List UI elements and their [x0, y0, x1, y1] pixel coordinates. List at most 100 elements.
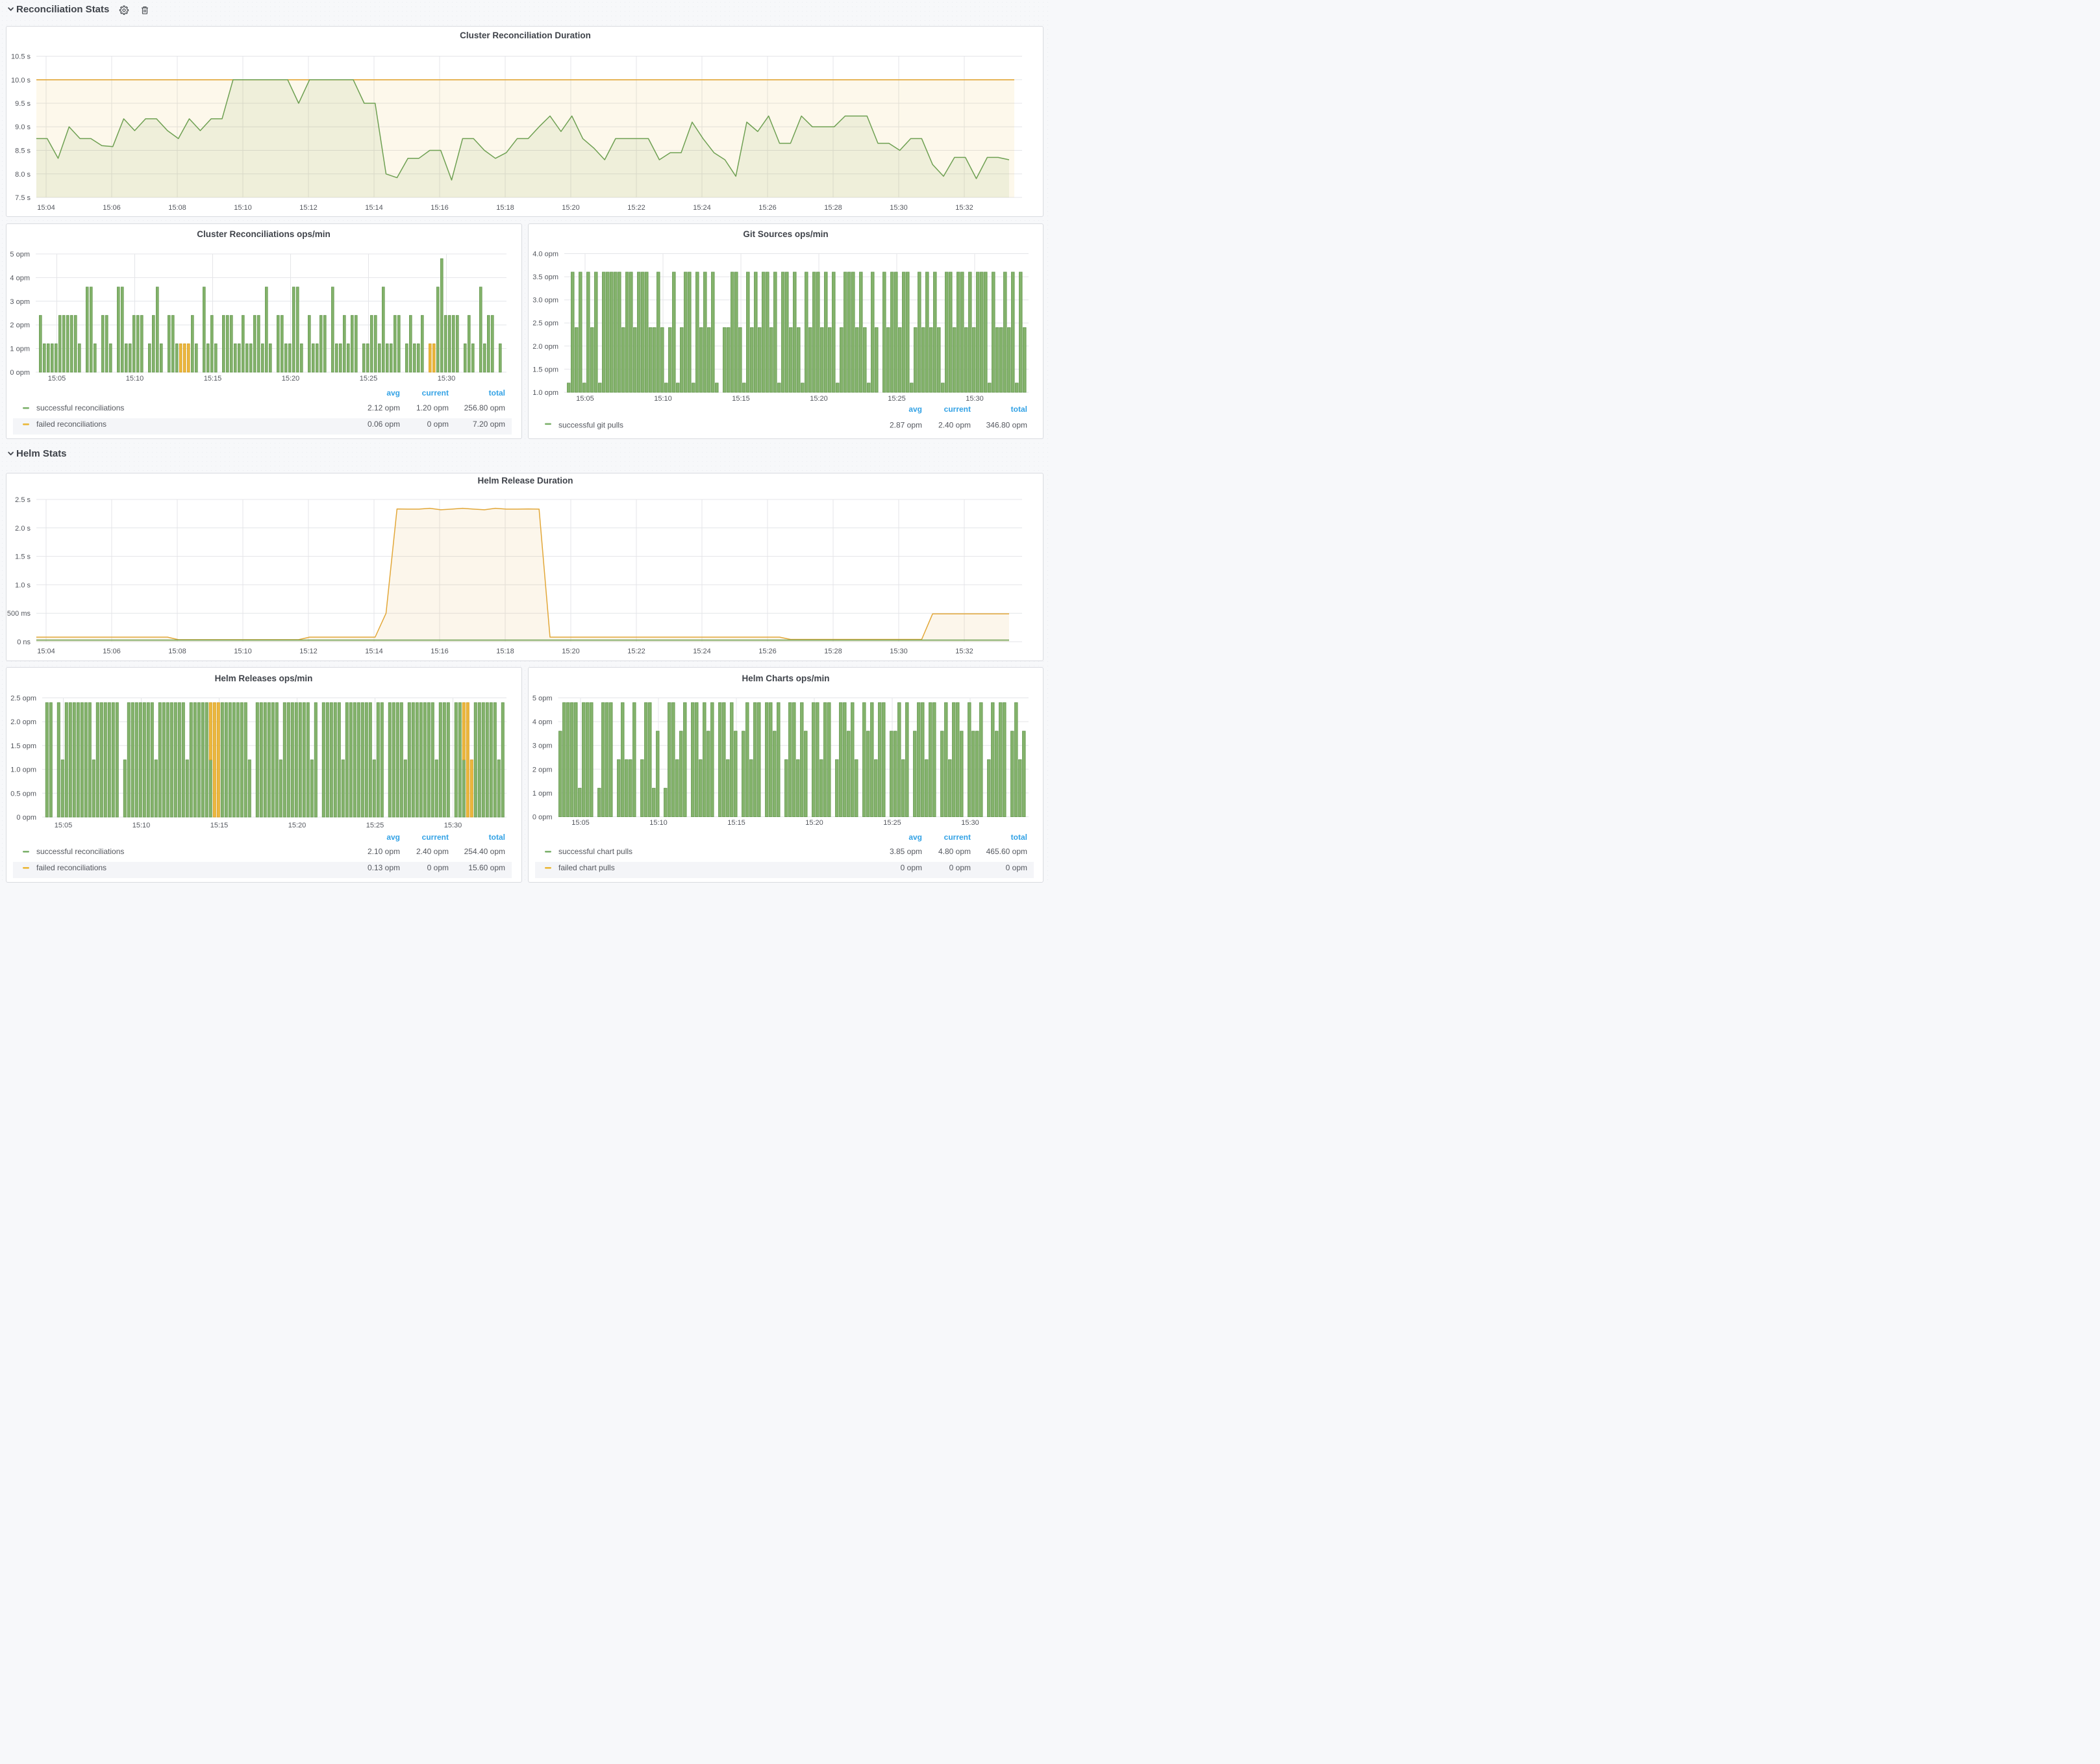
svg-text:0 opm: 0 opm: [16, 814, 36, 822]
svg-text:15:20: 15:20: [562, 204, 580, 212]
svg-text:15:06: 15:06: [103, 204, 121, 212]
svg-text:Cluster Reconciliation Duratio: Cluster Reconciliation Duration: [460, 31, 591, 40]
svg-text:Cluster Reconciliations ops/mi: Cluster Reconciliations ops/min: [197, 229, 331, 239]
svg-text:2.5 s: 2.5 s: [15, 496, 31, 504]
svg-text:total: total: [1011, 405, 1027, 414]
svg-text:9.5 s: 9.5 s: [15, 100, 31, 108]
svg-text:4.80 opm: 4.80 opm: [938, 847, 971, 856]
svg-text:2.87 opm: 2.87 opm: [890, 420, 922, 429]
svg-text:15:08: 15:08: [168, 204, 186, 212]
svg-text:9.0 s: 9.0 s: [15, 123, 31, 131]
svg-text:Helm Charts ops/min: Helm Charts ops/min: [742, 674, 829, 683]
svg-text:15:20: 15:20: [810, 395, 828, 403]
svg-text:2.12 opm: 2.12 opm: [368, 403, 400, 412]
svg-text:7.5 s: 7.5 s: [15, 194, 31, 202]
svg-text:8.0 s: 8.0 s: [15, 170, 31, 178]
svg-text:15:24: 15:24: [693, 204, 711, 212]
svg-text:2.40 opm: 2.40 opm: [416, 847, 449, 856]
svg-text:8.5 s: 8.5 s: [15, 147, 31, 155]
svg-text:15:28: 15:28: [824, 648, 842, 655]
svg-text:15:30: 15:30: [890, 204, 908, 212]
svg-text:0.13 opm: 0.13 opm: [368, 863, 400, 872]
svg-text:10.5 s: 10.5 s: [11, 53, 31, 60]
svg-text:2.10 opm: 2.10 opm: [368, 847, 400, 856]
svg-text:2.5 opm: 2.5 opm: [10, 694, 36, 702]
svg-text:15:30: 15:30: [438, 375, 456, 383]
svg-text:failed reconciliations: failed reconciliations: [36, 863, 106, 872]
svg-text:5 opm: 5 opm: [532, 694, 553, 702]
svg-text:current: current: [944, 405, 971, 414]
svg-text:0 opm: 0 opm: [532, 813, 553, 821]
svg-text:0 opm: 0 opm: [949, 863, 971, 872]
svg-text:15:16: 15:16: [431, 648, 449, 655]
svg-text:7.20 opm: 7.20 opm: [473, 420, 505, 429]
svg-text:15:05: 15:05: [576, 395, 594, 403]
svg-text:15:10: 15:10: [126, 375, 144, 383]
svg-text:15:04: 15:04: [37, 204, 55, 212]
svg-text:total: total: [1011, 833, 1027, 842]
svg-text:current: current: [944, 833, 971, 842]
svg-text:15:05: 15:05: [571, 819, 590, 827]
svg-text:Helm Releases ops/min: Helm Releases ops/min: [215, 674, 313, 683]
svg-text:15:06: 15:06: [103, 648, 121, 655]
svg-text:15:26: 15:26: [758, 648, 777, 655]
svg-text:4 opm: 4 opm: [532, 718, 553, 726]
svg-text:15:30: 15:30: [961, 819, 979, 827]
svg-text:254.40 opm: 254.40 opm: [464, 847, 505, 856]
svg-text:15:08: 15:08: [168, 648, 186, 655]
svg-text:15:20: 15:20: [805, 819, 823, 827]
svg-text:15:22: 15:22: [627, 648, 645, 655]
svg-text:total: total: [489, 388, 505, 397]
svg-text:successful chart pulls: successful chart pulls: [558, 847, 632, 856]
svg-text:15.60 opm: 15.60 opm: [468, 863, 505, 872]
svg-text:0 opm: 0 opm: [10, 369, 30, 377]
svg-text:2.40 opm: 2.40 opm: [938, 420, 971, 429]
svg-text:15:05: 15:05: [55, 822, 73, 829]
svg-text:Helm Release Duration: Helm Release Duration: [477, 475, 573, 485]
svg-text:0.06 opm: 0.06 opm: [368, 420, 400, 429]
svg-text:4 opm: 4 opm: [10, 274, 30, 282]
svg-text:15:15: 15:15: [732, 395, 750, 403]
svg-text:15:20: 15:20: [288, 822, 306, 829]
svg-text:15:32: 15:32: [955, 648, 973, 655]
svg-text:5 opm: 5 opm: [10, 251, 30, 258]
svg-text:10.0 s: 10.0 s: [11, 76, 31, 84]
svg-text:1.5 s: 1.5 s: [15, 553, 31, 561]
svg-text:15:25: 15:25: [883, 819, 901, 827]
svg-text:15:18: 15:18: [496, 648, 514, 655]
svg-text:15:12: 15:12: [299, 648, 318, 655]
svg-text:2.5 opm: 2.5 opm: [532, 320, 558, 327]
svg-text:15:10: 15:10: [234, 648, 252, 655]
svg-text:failed chart pulls: failed chart pulls: [558, 863, 615, 872]
svg-text:15:10: 15:10: [234, 204, 252, 212]
svg-text:15:10: 15:10: [654, 395, 672, 403]
svg-text:3.0 opm: 3.0 opm: [532, 296, 558, 304]
svg-text:2.0 opm: 2.0 opm: [532, 342, 558, 350]
svg-text:1 opm: 1 opm: [532, 789, 553, 797]
svg-text:1 opm: 1 opm: [10, 345, 30, 353]
svg-text:15:30: 15:30: [966, 395, 984, 403]
svg-text:346.80 opm: 346.80 opm: [986, 420, 1027, 429]
svg-text:current: current: [422, 833, 449, 842]
svg-text:0 opm: 0 opm: [901, 863, 922, 872]
svg-text:0.5 opm: 0.5 opm: [10, 790, 36, 798]
svg-text:1.0 opm: 1.0 opm: [532, 389, 558, 397]
svg-text:15:26: 15:26: [758, 204, 777, 212]
svg-text:total: total: [489, 833, 505, 842]
svg-text:15:30: 15:30: [890, 648, 908, 655]
svg-text:1.5 opm: 1.5 opm: [10, 742, 36, 750]
svg-text:Git Sources ops/min: Git Sources ops/min: [743, 229, 828, 239]
svg-text:15:10: 15:10: [649, 819, 668, 827]
svg-text:0 opm: 0 opm: [427, 863, 449, 872]
svg-text:15:20: 15:20: [562, 648, 580, 655]
svg-text:2 opm: 2 opm: [532, 766, 553, 774]
svg-text:3.5 opm: 3.5 opm: [532, 273, 558, 281]
svg-text:15:28: 15:28: [824, 204, 842, 212]
svg-text:0 opm: 0 opm: [427, 420, 449, 429]
svg-text:15:15: 15:15: [727, 819, 745, 827]
svg-text:0 opm: 0 opm: [1006, 863, 1027, 872]
svg-text:15:15: 15:15: [204, 375, 222, 383]
svg-text:1.20 opm: 1.20 opm: [416, 403, 449, 412]
svg-text:4.0 opm: 4.0 opm: [532, 250, 558, 258]
svg-text:15:32: 15:32: [955, 204, 973, 212]
